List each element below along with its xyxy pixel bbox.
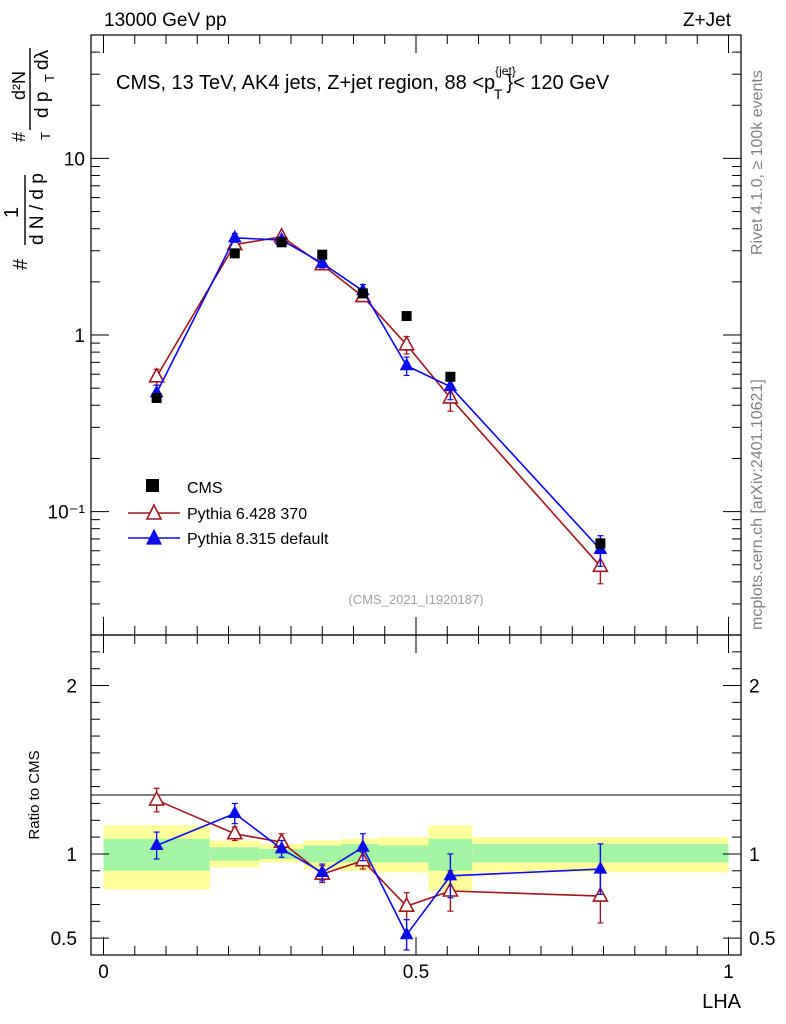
main-pythia8-point: [227, 229, 242, 243]
main-y-tick-labels: 10 1 10⁻¹: [48, 149, 86, 523]
chart-title-tail: }< 120 GeV: [506, 72, 610, 94]
process-label: Z+Jet: [683, 10, 732, 31]
ylabel-numerator: d²N: [9, 71, 29, 100]
ratio-y-tick-label-right: 1: [749, 845, 760, 866]
ratio-y-tick-label: 1: [66, 845, 77, 866]
x-tick-label: 1: [723, 962, 734, 983]
main-pythia8-point: [315, 255, 330, 268]
ratio-band-inner: [303, 845, 341, 863]
main-cms-point: [401, 311, 412, 322]
ratio-pythia8-point: [443, 867, 458, 881]
main-cms-point: [229, 248, 240, 259]
ratio-pythia8-point: [356, 839, 370, 852]
ratio-pythia8-point: [149, 837, 164, 851]
x-tick-label: 0: [98, 962, 109, 983]
main-series-layer: [148, 227, 609, 585]
ratio-pythia8-point: [399, 926, 414, 940]
ratio-uncertainty-bands: [103, 825, 729, 891]
ratio-pythia8-line: [156, 812, 601, 937]
ratio-pythia6-line: [156, 799, 601, 908]
ylabel-denominator-sub: T: [38, 132, 53, 140]
main-y-axis-label: # 1 d N / d p T # d²N d p T dλ: [1, 48, 57, 270]
ylabel-hash-2: #: [9, 132, 29, 142]
ratio-y-tick-label: 2: [66, 677, 77, 698]
ratio-pythia8-point: [274, 840, 289, 854]
x-axis-label: LHA: [702, 991, 742, 1013]
chart-title-main: CMS, 13 TeV, AK4 jets, Z+jet region, 88 …: [116, 72, 495, 94]
analysis-watermark: (CMS_2021_I1920187): [348, 592, 483, 607]
chart-title-sup: {jet}: [495, 64, 516, 78]
main-cms-point: [276, 237, 287, 248]
main-pythia6-point: [398, 335, 415, 351]
ratio-panel: 2 2 1 1 0.5 0.5 0 0.5 1 Ratio to CMS LHA: [26, 634, 776, 1013]
rivet-label: Rivet 4.1.0, ≥ 100k events: [749, 70, 766, 255]
legend-label-pythia6: Pythia 6.428 370: [187, 506, 307, 523]
legend-label-pythia8: Pythia 8.315 default: [187, 531, 329, 548]
ratio-y-tick-label-right: 0.5: [749, 929, 775, 950]
main-pythia6-point: [148, 367, 165, 383]
ratio-band-inner: [341, 843, 379, 863]
legend-marker-cms: [146, 479, 159, 492]
ratio-pythia6-point: [226, 824, 244, 840]
ratio-tick-labels: 2 2 1 1 0.5 0.5 0 0.5 1: [51, 677, 776, 983]
ylabel-dp-sub: T: [42, 74, 57, 82]
legend-marker-pythia8: [146, 528, 162, 545]
ratio-y-tick-label: 0.5: [51, 929, 77, 950]
ratio-band-inner: [209, 847, 260, 861]
main-pythia8-line: [155, 237, 601, 551]
main-pythia8-point: [399, 357, 414, 371]
ratio-pythia8-point: [593, 861, 608, 874]
main-pythia8-point: [443, 378, 458, 392]
ratio-band-inner: [378, 845, 429, 863]
main-cms-point: [595, 538, 606, 549]
ratio-pythia8-point: [227, 805, 242, 819]
ratio-pythia8-point: [315, 864, 330, 877]
mcplots-label: mcplots.cern.ch [arXiv:2401.10621]: [749, 379, 766, 630]
ratio-series-layer: [148, 787, 609, 951]
main-panel: 10 1 10⁻¹ CMS, 13 TeV, AK4 jets, Z+jet reg…: [1, 34, 742, 636]
main-cms-point: [317, 249, 328, 260]
main-cms-point: [357, 288, 368, 299]
chart-title-sub: T: [494, 86, 503, 102]
x-tick-label: 0.5: [403, 962, 429, 983]
main-y-tick-label: 10⁻¹: [48, 503, 86, 524]
ylabel-one: 1: [1, 207, 23, 218]
main-y-tick-label: 10: [64, 149, 85, 170]
ratio-axis-ticks: [91, 635, 741, 955]
legend-label-cms: CMS: [187, 480, 223, 497]
ylabel-hash-1: #: [10, 258, 32, 270]
legend: CMS Pythia 6.428 370 Pythia 8.315 defaul…: [128, 479, 329, 548]
main-y-tick-label: 1: [74, 326, 85, 347]
ylabel-denominator: d N / d p: [27, 173, 48, 245]
ratio-y-axis-label: Ratio to CMS: [26, 750, 43, 839]
ylabel-dp: d p: [32, 92, 53, 118]
chart-title: CMS, 13 TeV, AK4 jets, Z+jet region, 88 …: [116, 64, 610, 102]
ratio-frame: [90, 634, 742, 956]
legend-marker-pythia6: [145, 503, 163, 520]
ratio-pythia6-point: [398, 896, 415, 912]
ratio-y-tick-label-right: 2: [749, 677, 760, 698]
ratio-pythia6-point: [148, 790, 165, 806]
main-cms-point: [445, 371, 456, 382]
ylabel-dlambda: dλ: [32, 49, 53, 70]
energy-label: 13000 GeV pp: [104, 10, 227, 31]
main-cms-point: [151, 392, 162, 403]
main-pythia6-line: [155, 235, 601, 567]
